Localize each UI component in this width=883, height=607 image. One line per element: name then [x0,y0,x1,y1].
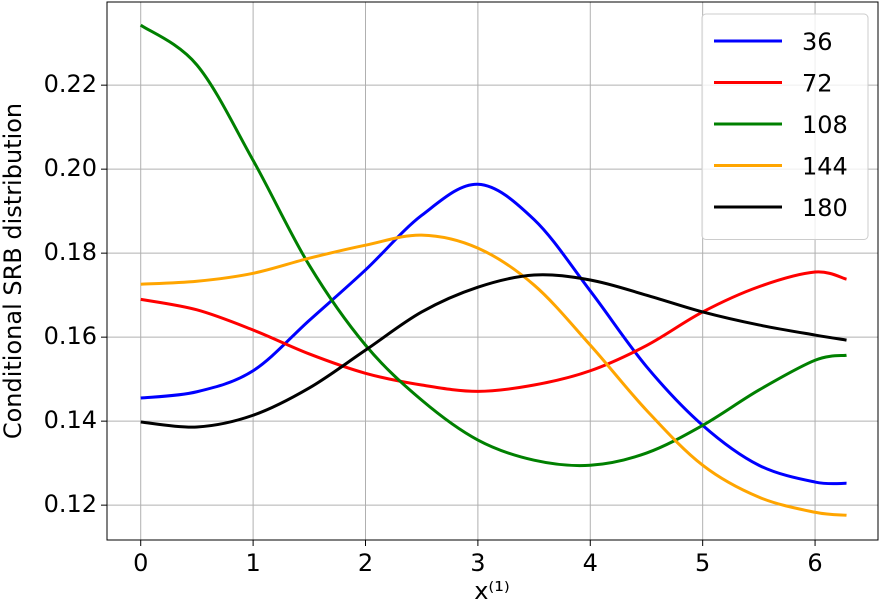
legend-label: 108 [802,111,848,139]
series-line [139,23,847,468]
legend-label: 144 [802,153,848,181]
legend-label: 36 [802,28,833,56]
y-axis-label: Conditional SRB distribution [0,103,27,439]
x-tick-label: 5 [695,549,710,577]
y-tick-label: 0.22 [44,70,97,98]
y-tick-label: 0.12 [44,490,97,518]
x-tick-label: 6 [807,549,822,577]
x-tick-label: 3 [470,549,485,577]
x-tick-label: 1 [245,549,260,577]
series-line [140,182,847,486]
y-tick-label: 0.18 [44,238,97,266]
plot-frame [106,1,879,541]
legend-label: 180 [802,194,848,222]
x-tick-label: 4 [583,549,598,577]
y-tick-label: 0.16 [44,322,97,350]
x-axis-label: x⁽¹⁾ [474,577,510,605]
legend-label: 72 [802,70,833,98]
x-tick-label: 0 [133,549,148,577]
y-tick-label: 0.14 [44,406,97,434]
y-tick-label: 0.20 [44,154,97,182]
series-line [140,270,847,393]
legend-box [701,13,869,240]
x-tick-label: 2 [358,549,373,577]
series-line [140,273,847,429]
